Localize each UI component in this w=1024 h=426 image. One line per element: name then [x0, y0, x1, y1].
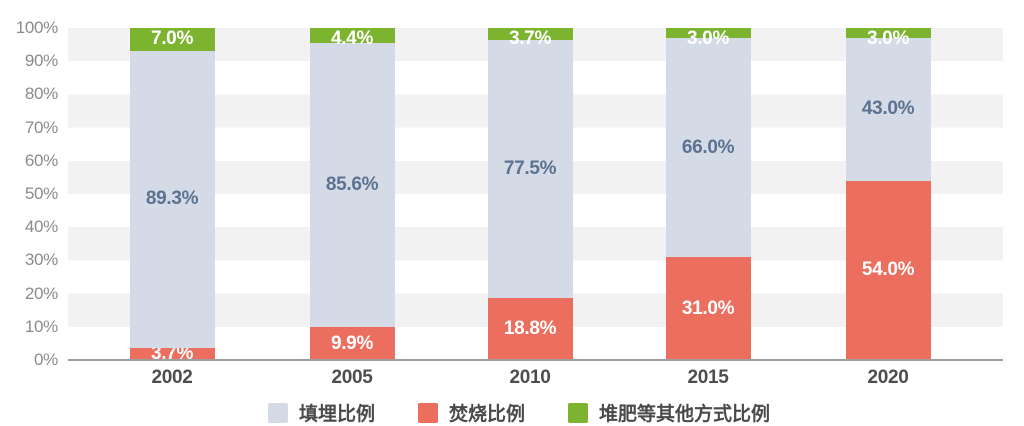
- bar-segment-label: 31.0%: [681, 297, 735, 319]
- bar-segment: 77.5%: [487, 40, 573, 298]
- bar-segment: 3.7%: [129, 343, 215, 364]
- bar-segment-label: 3.7%: [508, 28, 552, 50]
- y-tick-label: 60%: [24, 150, 58, 170]
- bar-segment: 4.4%: [309, 28, 395, 49]
- bar-segment: 54.0%: [845, 180, 931, 360]
- legend-label: 填埋比例: [299, 404, 376, 425]
- x-axis-line: [68, 359, 1003, 361]
- bar-segment: 18.8%: [487, 297, 573, 360]
- bar-segment: 89.3%: [129, 51, 215, 348]
- bar-segment: 31.0%: [665, 257, 751, 360]
- y-tick-label: 50%: [24, 184, 58, 203]
- bar-segment-label: 3.0%: [866, 28, 910, 50]
- x-tick-label: 2005: [331, 367, 373, 388]
- bar-segment-label: 66.0%: [681, 136, 735, 158]
- plot-area: 3.7% 89.3% 7.0% 9.9% 85.6% 4.4% 18.8% 77.5% 3.7%…: [68, 28, 1003, 364]
- x-tick-label: 2015: [687, 367, 729, 388]
- bar-segment: 3.0%: [845, 28, 931, 49]
- legend-item: 填埋比例: [268, 402, 376, 425]
- legend-label: 焚烧比例: [449, 404, 526, 425]
- legend-swatch: [418, 402, 438, 423]
- bar-segment: 43.0%: [845, 37, 931, 181]
- y-tick-label: 30%: [24, 250, 58, 270]
- legend-swatch: [268, 402, 288, 423]
- bar-segment-label: 3.7%: [150, 342, 194, 364]
- y-tick-label: 40%: [24, 217, 58, 237]
- bar-2002: 3.7% 89.3% 7.0%: [129, 28, 215, 364]
- y-tick-label: 20%: [24, 283, 58, 303]
- bar-segment-label: 54.0%: [861, 259, 915, 281]
- y-tick-label: 10%: [24, 316, 58, 336]
- bar-segment: 7.0%: [129, 28, 215, 52]
- bar-segment: 9.9%: [309, 327, 395, 360]
- x-tick-label: 2002: [151, 367, 193, 388]
- bar-segment-label: 9.9%: [330, 332, 374, 354]
- legend: 填埋比例 焚烧比例 堆肥等其他方式比例: [0, 402, 1024, 425]
- bar-segment-label: 7.0%: [150, 28, 194, 50]
- bar-segment: 3.7%: [487, 28, 573, 49]
- x-tick-label: 2010: [509, 367, 551, 388]
- legend-label: 堆肥等其他方式比例: [599, 404, 771, 425]
- x-tick-label: 2020: [867, 367, 909, 388]
- y-tick-label: 90%: [24, 51, 58, 71]
- y-tick-label: 100%: [15, 18, 59, 37]
- bar-segment: 66.0%: [665, 37, 751, 258]
- bar-2020: 54.0% 43.0% 3.0%: [845, 28, 931, 360]
- y-tick-label: 0%: [34, 350, 58, 369]
- bar-2015: 31.0% 66.0% 3.0%: [665, 28, 751, 360]
- bar-2010: 18.8% 77.5% 3.7%: [487, 28, 573, 360]
- bar-segment-label: 89.3%: [145, 188, 199, 210]
- bar-segment-label: 77.5%: [503, 157, 557, 179]
- y-tick-label: 70%: [24, 117, 58, 137]
- legend-item: 堆肥等其他方式比例: [568, 402, 771, 425]
- bar-2005: 9.9% 85.6% 4.4%: [309, 28, 395, 360]
- legend-swatch: [568, 402, 588, 423]
- bar-segment-label: 43.0%: [861, 98, 915, 120]
- bar-segment-label: 85.6%: [325, 174, 379, 196]
- legend-item: 焚烧比例: [418, 402, 526, 425]
- y-tick-label: 80%: [24, 84, 58, 104]
- bar-segment: 3.0%: [665, 28, 751, 49]
- bar-segment-label: 18.8%: [503, 317, 557, 339]
- bar-segment-label: 4.4%: [330, 28, 374, 50]
- bar-segment: 85.6%: [309, 42, 395, 328]
- bar-segment-label: 3.0%: [686, 28, 730, 50]
